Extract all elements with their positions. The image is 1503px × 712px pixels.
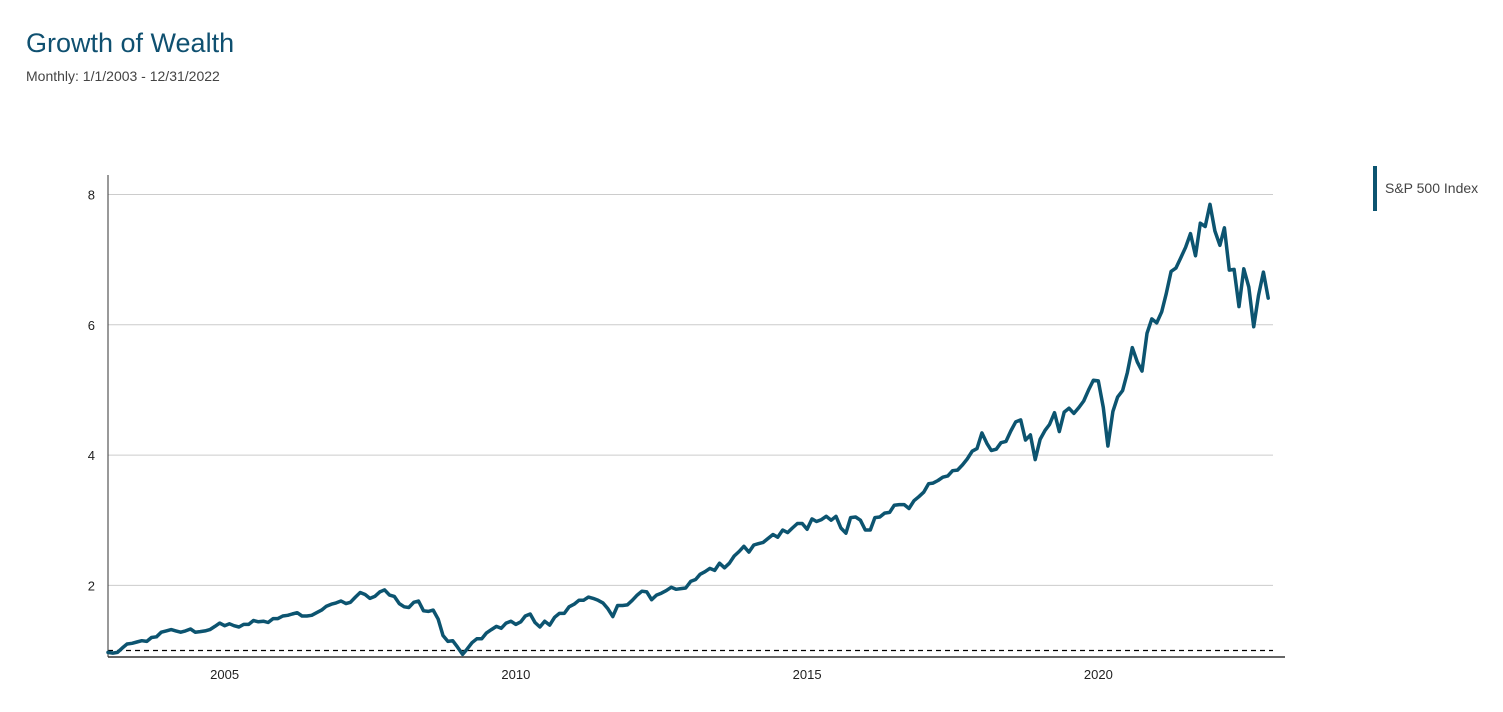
chart-subtitle: Monthly: 1/1/2003 - 12/31/2022	[26, 68, 220, 84]
axes	[107, 175, 1285, 658]
y-tick-label: 2	[88, 578, 95, 593]
x-tick-label: 2005	[210, 667, 239, 682]
series-layer	[106, 202, 1270, 657]
legend-label-sp500: S&P 500 Index	[1385, 180, 1479, 196]
series-line-sp500[interactable]	[106, 202, 1270, 657]
y-tick-label: 6	[88, 318, 95, 333]
chart-title: Growth of Wealth	[26, 28, 235, 58]
y-tick-label: 8	[88, 188, 95, 203]
x-tick-label: 2010	[501, 667, 530, 682]
y-tick-label: 4	[88, 448, 95, 463]
x-tick-label: 2015	[793, 667, 822, 682]
legend[interactable]: S&P 500 Index	[1373, 166, 1478, 211]
tick-labels: 2 4 6 8 2005 2010 2015 2020	[88, 188, 1113, 682]
grid-lines	[108, 194, 1273, 586]
x-tick-label: 2020	[1084, 667, 1113, 682]
legend-swatch	[1373, 166, 1377, 211]
